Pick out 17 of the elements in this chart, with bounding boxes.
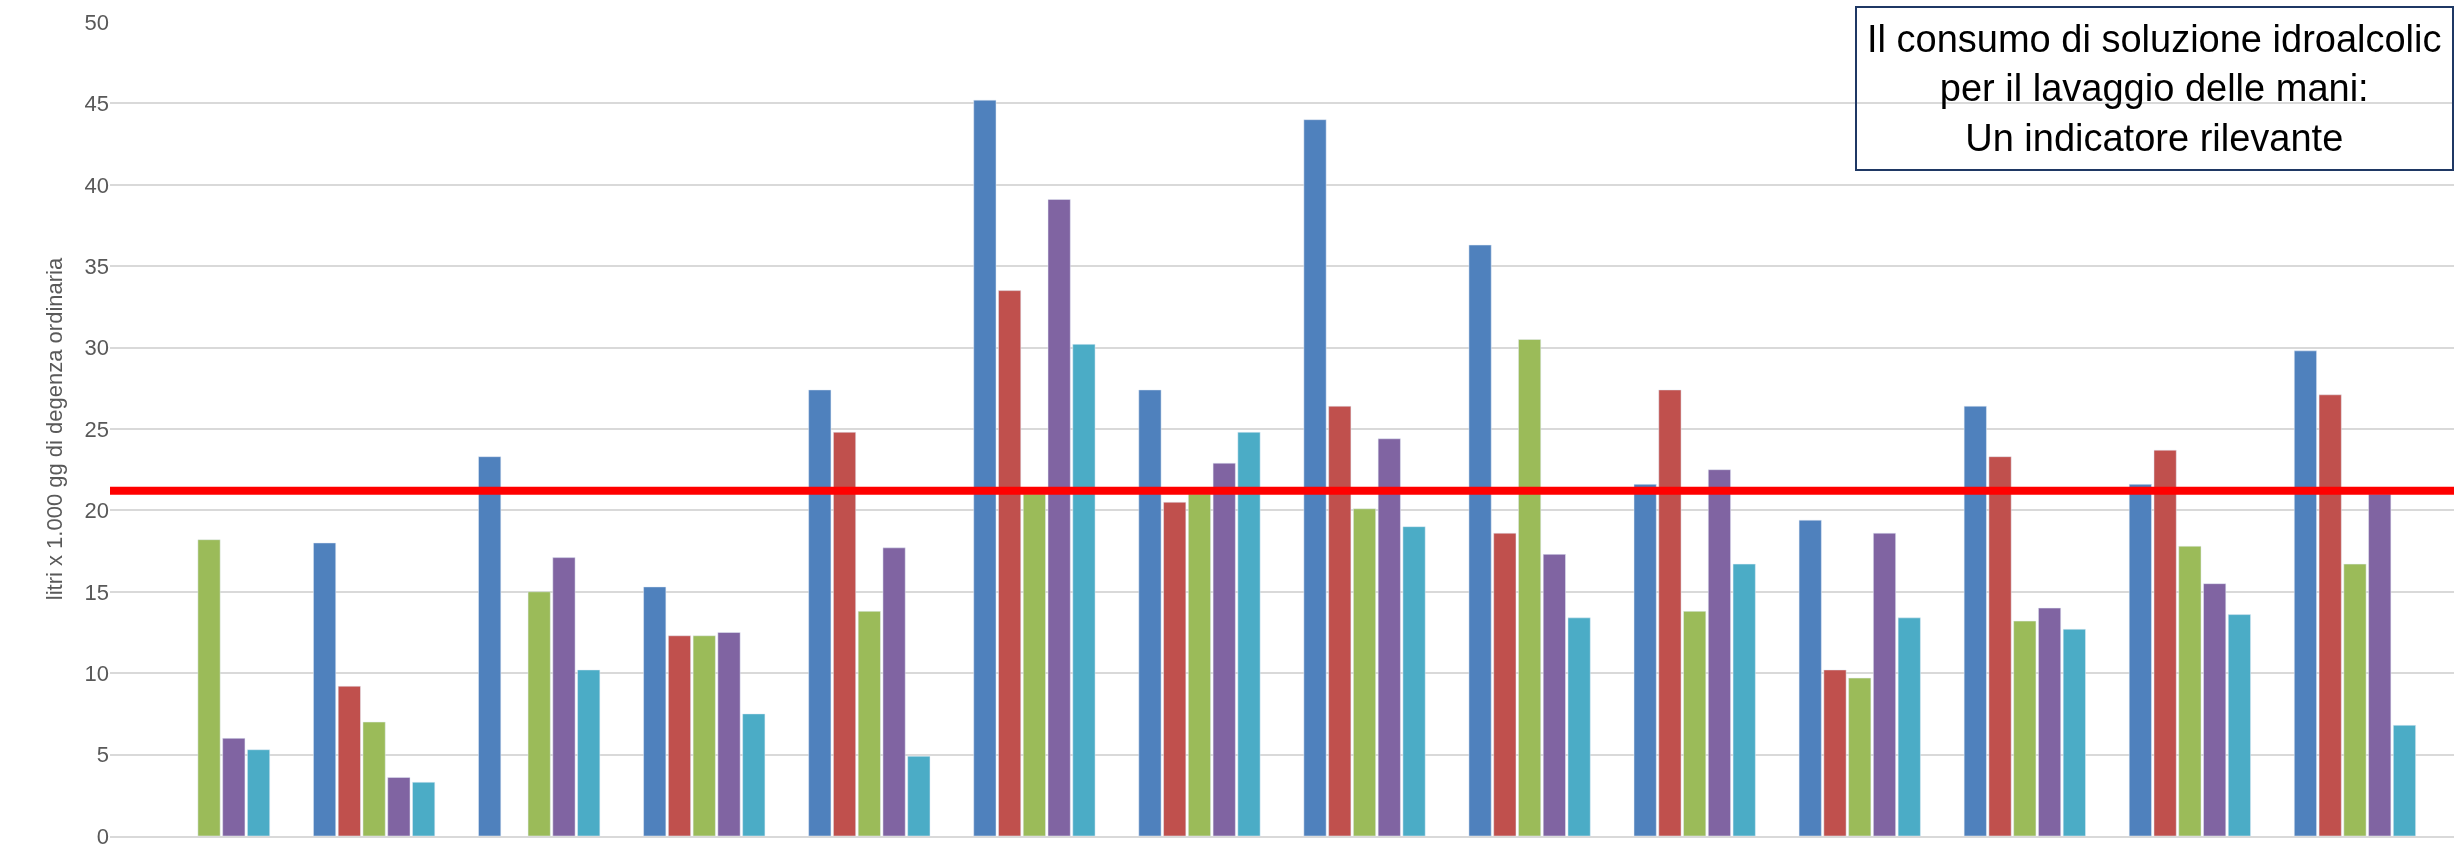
y-tick-label: 40 [84,172,109,198]
bar [2228,614,2251,836]
y-tick-label: 50 [84,9,109,35]
y-tick-label: 5 [96,742,109,768]
y-tick-label: 0 [96,823,109,849]
y-tick-label: 25 [84,416,109,442]
y-tick-label: 15 [84,579,109,605]
y-tick-label: 10 [84,660,109,686]
y-tick-label: 45 [84,91,109,117]
y-tick-label: 30 [84,335,109,361]
y-axis-title: litri x 1.000 gg di degenza ordinaria [42,257,68,601]
y-tick-label: 35 [84,253,109,279]
y-tick-label: 20 [84,498,109,524]
bar [2062,628,2086,836]
bar [313,542,336,836]
text: Il consumo di soluzione idroalcolic per il lavaggio delle mani: Un indicatore rilevante [1867,18,2442,159]
bar [478,456,502,836]
